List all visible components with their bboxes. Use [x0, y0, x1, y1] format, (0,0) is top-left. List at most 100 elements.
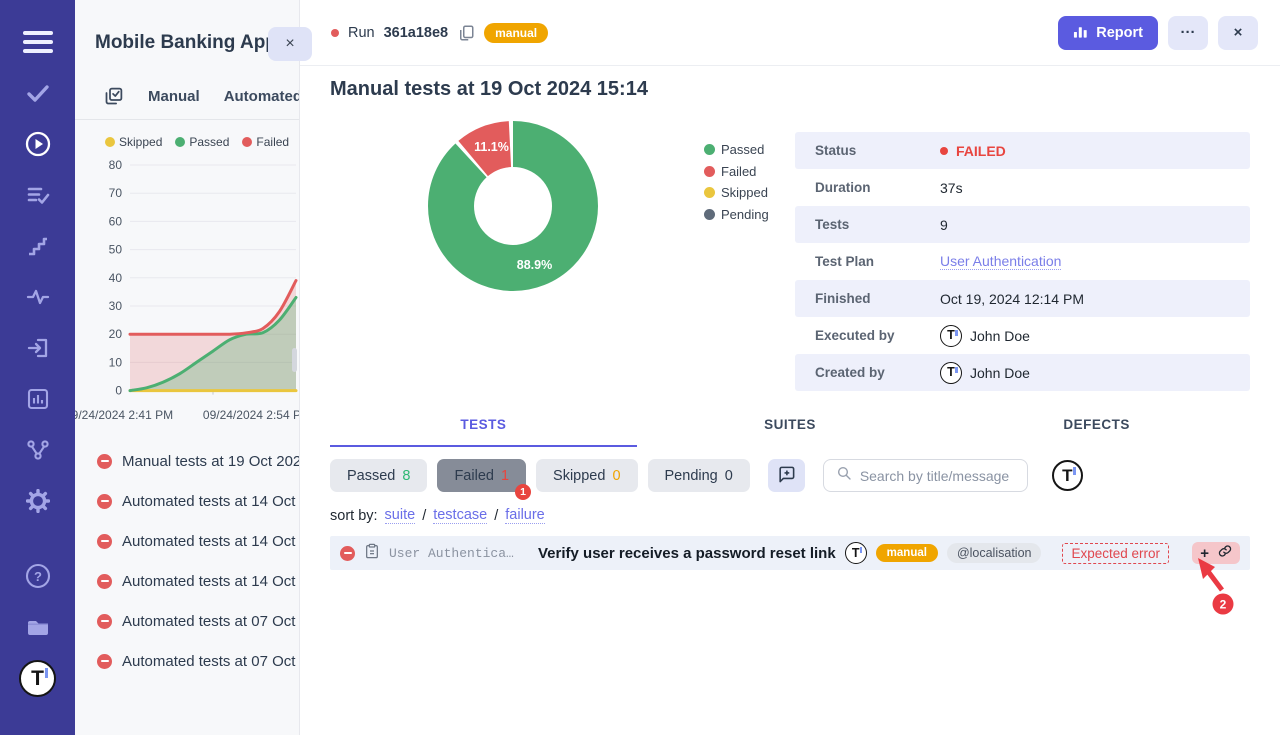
drawer-scrollbar[interactable] — [292, 348, 297, 372]
svg-text:30: 30 — [109, 299, 123, 313]
testomat-logo[interactable]: T — [22, 664, 54, 692]
drawer-tabs: Manual Automated — [75, 74, 299, 120]
expected-error-badge[interactable]: Expected error — [1062, 543, 1169, 564]
passed-dot — [704, 144, 715, 155]
sort-by-suite[interactable]: suite — [385, 507, 416, 524]
help-icon[interactable]: ? — [22, 562, 54, 590]
run-list-item[interactable]: Automated tests at 14 Oct 2024 — [75, 521, 299, 561]
user-avatar[interactable]: T — [1052, 460, 1083, 491]
test-row[interactable]: User Authentica… Verify user receives a … — [330, 536, 1250, 570]
donut-legend: Passed Failed Skipped Pending — [704, 139, 769, 225]
search-input[interactable] — [860, 468, 1020, 484]
more-actions-button[interactable]: ··· — [1168, 16, 1208, 50]
failed-run-icon — [97, 654, 112, 669]
failed-run-icon — [97, 574, 112, 589]
filter-pending-button[interactable]: Pending0 — [648, 459, 750, 492]
sort-by-failure[interactable]: failure — [505, 507, 545, 524]
logo-letter: T — [31, 668, 44, 689]
add-attachment-button[interactable]: + — [1200, 546, 1209, 561]
branches-icon[interactable] — [22, 436, 54, 464]
legend-item-passed[interactable]: Passed — [175, 135, 229, 149]
run-list-item[interactable]: Automated tests at 14 Oct 2024 — [75, 561, 299, 601]
drawer-close-button[interactable]: × — [268, 27, 312, 61]
svg-text:0: 0 — [115, 384, 122, 398]
drawer-tab-manual[interactable]: Manual — [148, 88, 200, 105]
filter-skipped-button[interactable]: Skipped0 — [536, 459, 637, 492]
report-chart-icon — [1073, 24, 1088, 42]
menu-icon[interactable] — [22, 28, 54, 56]
manual-badge: manual — [876, 544, 938, 562]
projects-folder-icon[interactable] — [22, 613, 54, 641]
failed-count-badge: 1 — [515, 484, 531, 500]
assignee-avatar: T — [845, 542, 867, 564]
select-tests-icon[interactable] — [103, 83, 124, 111]
legend-item-pending[interactable]: Pending — [704, 204, 769, 226]
test-title: Verify user receives a password reset li… — [538, 545, 836, 562]
suite-name: User Authentica… — [389, 546, 529, 561]
copy-run-id-button[interactable] — [457, 24, 475, 42]
run-info-table: Status FAILED Duration 37s Tests 9 Test … — [795, 132, 1250, 391]
legend-item-failed[interactable]: Failed — [242, 135, 289, 149]
run-summary: 88.9%11.1% Passed Failed Skipped Pending… — [330, 101, 1250, 391]
failed-status-dot — [331, 29, 339, 37]
skipped-dot — [704, 187, 715, 198]
trend-legend: Skipped Passed Failed — [75, 120, 299, 149]
svg-text:20: 20 — [109, 327, 123, 341]
filter-failed-button[interactable]: Failed1 1 — [437, 459, 526, 492]
run-identifier: Run 361a18e8 manual — [331, 23, 548, 43]
svg-text:09/24/2024 2:54 PM: 09/24/2024 2:54 PM — [203, 408, 300, 422]
drawer-tab-automated[interactable]: Automated — [224, 88, 300, 105]
svg-text:40: 40 — [109, 271, 123, 285]
project-drawer: Mobile Banking App Manual Automated Skip… — [75, 0, 300, 735]
result-tabs: TESTS SUITES DEFECTS — [330, 417, 1250, 447]
pending-dot — [704, 209, 715, 220]
annotation-count: 2 — [1220, 598, 1227, 612]
run-list-item[interactable]: Automated tests at 07 Oct 2024 — [75, 641, 299, 681]
status-value: FAILED — [940, 143, 1006, 159]
run-list-item[interactable]: Automated tests at 14 Oct 2024 — [75, 481, 299, 521]
report-button[interactable]: Report — [1058, 16, 1158, 50]
trend-area-chart: 0102030405060708009/24/2024 2:41 PM09/24… — [75, 153, 300, 431]
svg-text:09/24/2024 2:41 PM: 09/24/2024 2:41 PM — [75, 408, 173, 422]
search-icon — [836, 465, 852, 486]
runs-play-icon[interactable] — [22, 130, 54, 158]
link-icon[interactable] — [1218, 544, 1232, 563]
search-box — [823, 459, 1028, 492]
test-runs-list-icon[interactable] — [22, 181, 54, 209]
tag-pill[interactable]: @localisation — [947, 543, 1042, 563]
info-row-executed-by: Executed by TJohn Doe — [795, 317, 1250, 354]
svg-text:80: 80 — [109, 158, 123, 172]
run-list: Manual tests at 19 Oct 2024 Automated te… — [75, 441, 299, 681]
settings-gear-icon[interactable] — [22, 487, 54, 515]
add-comment-button[interactable] — [768, 459, 805, 492]
filter-passed-button[interactable]: Passed8 — [330, 459, 427, 492]
sort-by-testcase[interactable]: testcase — [433, 507, 487, 524]
legend-item-skipped[interactable]: Skipped — [704, 182, 769, 204]
tests-check-icon[interactable] — [22, 79, 54, 107]
failed-dot — [242, 137, 252, 147]
legend-item-skipped[interactable]: Skipped — [105, 135, 162, 149]
info-row-status: Status FAILED — [795, 132, 1250, 169]
legend-item-failed[interactable]: Failed — [704, 161, 769, 183]
page-title: Manual tests at 19 Oct 2024 15:14 — [330, 78, 1250, 101]
svg-text:50: 50 — [109, 243, 123, 257]
passed-dot — [175, 137, 185, 147]
run-list-item[interactable]: Automated tests at 07 Oct 2024 — [75, 601, 299, 641]
close-panel-button[interactable]: × — [1218, 16, 1258, 50]
pipeline-steps-icon[interactable] — [22, 232, 54, 260]
legend-item-passed[interactable]: Passed — [704, 139, 769, 161]
svg-text:60: 60 — [109, 214, 123, 228]
activity-pulse-icon[interactable] — [22, 283, 54, 311]
analytics-chart-icon[interactable] — [22, 385, 54, 413]
tab-suites[interactable]: SUITES — [637, 417, 944, 447]
tab-tests[interactable]: TESTS — [330, 417, 637, 447]
svg-text:70: 70 — [109, 186, 123, 200]
result-donut-chart: 88.9%11.1% — [418, 111, 608, 301]
info-row-finished: Finished Oct 19, 2024 12:14 PM — [795, 280, 1250, 317]
run-list-item[interactable]: Manual tests at 19 Oct 2024 — [75, 441, 299, 481]
failed-run-icon — [97, 534, 112, 549]
import-sign-in-icon[interactable] — [22, 334, 54, 362]
tab-defects[interactable]: DEFECTS — [943, 417, 1250, 447]
avatar: T — [940, 362, 962, 384]
test-plan-link[interactable]: User Authentication — [940, 253, 1061, 270]
